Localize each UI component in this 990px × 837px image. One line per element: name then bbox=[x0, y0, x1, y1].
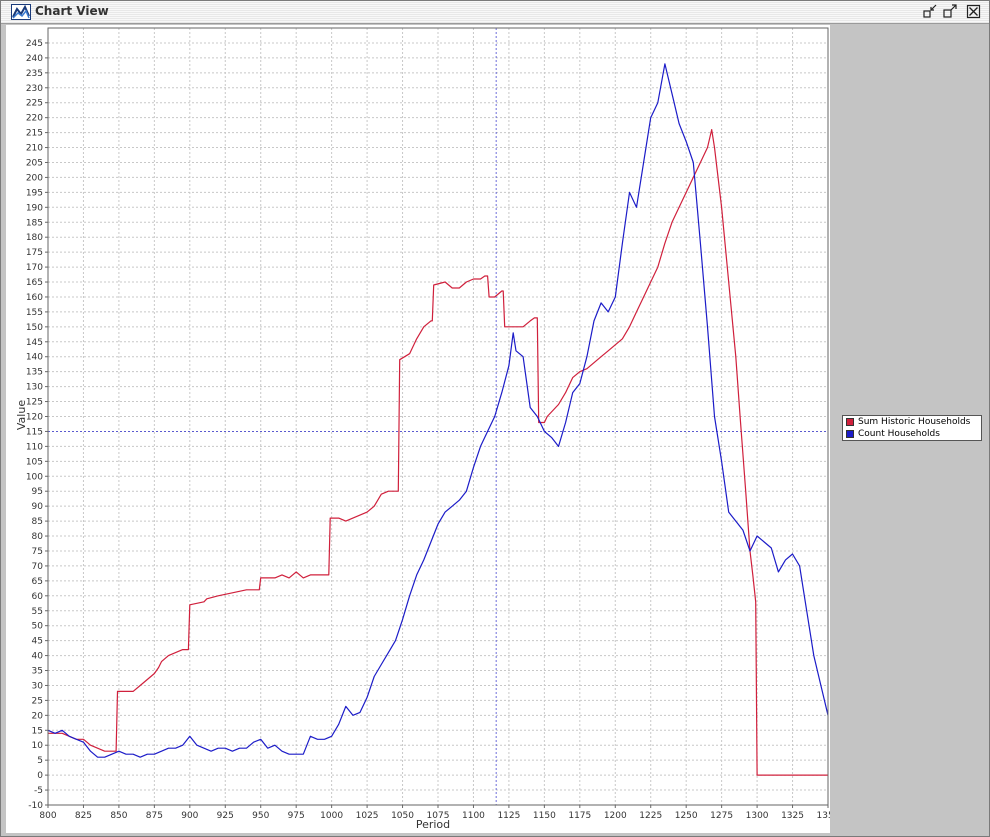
x-tick-label: 1325 bbox=[781, 811, 804, 821]
y-tick-label: 145 bbox=[26, 338, 43, 348]
x-tick-label: 850 bbox=[110, 811, 127, 821]
legend-label: Count Households bbox=[858, 429, 940, 439]
y-tick-label: 200 bbox=[26, 173, 43, 183]
chart-area-icon bbox=[11, 4, 31, 20]
x-tick-label: 1100 bbox=[462, 811, 485, 821]
y-tick-label: 210 bbox=[26, 144, 43, 154]
y-tick-label: 160 bbox=[26, 293, 43, 303]
x-tick-label: 1225 bbox=[639, 811, 662, 821]
y-tick-label: 10 bbox=[32, 741, 44, 751]
y-tick-label: 50 bbox=[32, 622, 44, 632]
y-tick-label: 245 bbox=[26, 39, 43, 49]
y-tick-label: 170 bbox=[26, 263, 43, 273]
y-tick-label: 220 bbox=[26, 114, 43, 124]
x-tick-label: 900 bbox=[181, 811, 198, 821]
y-tick-label: 120 bbox=[26, 413, 43, 423]
y-tick-label: 185 bbox=[26, 218, 43, 228]
crosshair bbox=[48, 28, 828, 805]
window-title: Chart View bbox=[35, 4, 109, 18]
y-tick-label: 110 bbox=[26, 442, 43, 452]
x-tick-label: 1200 bbox=[604, 811, 627, 821]
y-tick-label: 60 bbox=[32, 592, 44, 602]
chart-panel[interactable]: -10 -5 0 5 10 15 20 25 30 35 40 45 50 55 60 65 70 75 80 85 9… bbox=[6, 25, 840, 833]
close-icon[interactable] bbox=[966, 4, 982, 19]
y-tick-label: 190 bbox=[26, 203, 43, 213]
legend-entry-count-households: Count Households bbox=[846, 429, 940, 440]
x-tick-label: 1300 bbox=[746, 811, 769, 821]
y-tick-label: 205 bbox=[26, 158, 43, 168]
axes: -10 -5 0 5 10 15 20 25 30 35 40 45 50 55 60 65 70 75 80 85 9… bbox=[26, 27, 840, 821]
x-tick-label: 975 bbox=[288, 811, 305, 821]
y-tick-label: 45 bbox=[32, 637, 43, 647]
y-tick-label: 180 bbox=[26, 233, 43, 243]
y-axis-label: Value bbox=[15, 400, 28, 430]
y-tick-label: 130 bbox=[26, 383, 43, 393]
legend-swatch-red bbox=[846, 417, 854, 426]
y-tick-label: 125 bbox=[26, 398, 43, 408]
x-axis-label: Period bbox=[416, 818, 450, 831]
y-tick-label: 235 bbox=[26, 69, 43, 79]
maximize-icon[interactable] bbox=[942, 4, 958, 19]
x-tick-label: 925 bbox=[217, 811, 234, 821]
x-tick-label: 800 bbox=[39, 811, 56, 821]
y-tick-label: 40 bbox=[32, 652, 44, 662]
y-tick-label: 65 bbox=[32, 577, 43, 587]
y-tick-label: 5 bbox=[37, 756, 43, 766]
x-tick-label: 1275 bbox=[710, 811, 733, 821]
y-tick-label: -10 bbox=[28, 801, 43, 811]
y-tick-label: 225 bbox=[26, 99, 43, 109]
y-tick-label: -5 bbox=[34, 786, 43, 796]
legend-label: Sum Historic Households bbox=[858, 417, 971, 427]
x-tick-label: 1000 bbox=[320, 811, 343, 821]
y-tick-label: 55 bbox=[32, 607, 43, 617]
title-bar[interactable]: Chart View bbox=[1, 1, 989, 24]
x-tick-label: 1050 bbox=[391, 811, 414, 821]
y-tick-label: 20 bbox=[32, 711, 44, 721]
grid bbox=[47, 28, 829, 806]
y-tick-label: 75 bbox=[32, 547, 43, 557]
y-tick-label: 135 bbox=[26, 368, 43, 378]
y-tick-label: 90 bbox=[32, 502, 44, 512]
y-tick-label: 150 bbox=[26, 323, 43, 333]
y-tick-label: 15 bbox=[32, 726, 43, 736]
y-tick-label: 70 bbox=[32, 562, 44, 572]
x-tick-label: 1075 bbox=[427, 811, 450, 821]
y-tick-label: 195 bbox=[26, 188, 43, 198]
series-line-1 bbox=[47, 63, 829, 758]
legend-swatch-blue bbox=[846, 429, 854, 438]
x-tick-label: 1250 bbox=[675, 811, 698, 821]
y-tick-label: 230 bbox=[26, 84, 43, 94]
x-tick-label: 1350 bbox=[817, 811, 830, 821]
y-tick-label: 105 bbox=[26, 457, 43, 467]
y-tick-label: 25 bbox=[32, 696, 43, 706]
series-line-0 bbox=[48, 128, 828, 776]
x-tick-label: 875 bbox=[146, 811, 163, 821]
y-tick-label: 35 bbox=[32, 667, 43, 677]
y-tick-label: 80 bbox=[32, 532, 44, 542]
y-tick-label: 140 bbox=[26, 353, 43, 363]
y-tick-label: 155 bbox=[26, 308, 43, 318]
y-tick-label: 165 bbox=[26, 278, 43, 288]
legend-entry-sum-historic-households: Sum Historic Households bbox=[846, 417, 970, 428]
x-tick-label: 1025 bbox=[356, 811, 379, 821]
legend: Sum Historic Households Count Households bbox=[842, 415, 982, 441]
x-tick-label: 1150 bbox=[533, 811, 556, 821]
y-tick-label: 100 bbox=[26, 472, 43, 482]
y-tick-label: 215 bbox=[26, 129, 43, 139]
series-layer bbox=[47, 63, 829, 776]
x-tick-label: 825 bbox=[75, 811, 92, 821]
x-tick-label: 1175 bbox=[568, 811, 591, 821]
y-tick-label: 115 bbox=[26, 427, 43, 437]
y-tick-label: 85 bbox=[32, 517, 43, 527]
y-tick-label: 30 bbox=[32, 681, 44, 691]
restore-icon[interactable] bbox=[922, 4, 938, 19]
y-tick-label: 95 bbox=[32, 487, 43, 497]
y-tick-label: 240 bbox=[26, 54, 43, 64]
y-tick-label: 0 bbox=[37, 771, 43, 781]
line-chart[interactable]: -10 -5 0 5 10 15 20 25 30 35 40 45 50 55 60 65 70 75 80 85 9… bbox=[6, 25, 840, 833]
y-tick-label: 175 bbox=[26, 248, 43, 258]
x-tick-label: 1125 bbox=[497, 811, 520, 821]
x-tick-label: 950 bbox=[252, 811, 269, 821]
